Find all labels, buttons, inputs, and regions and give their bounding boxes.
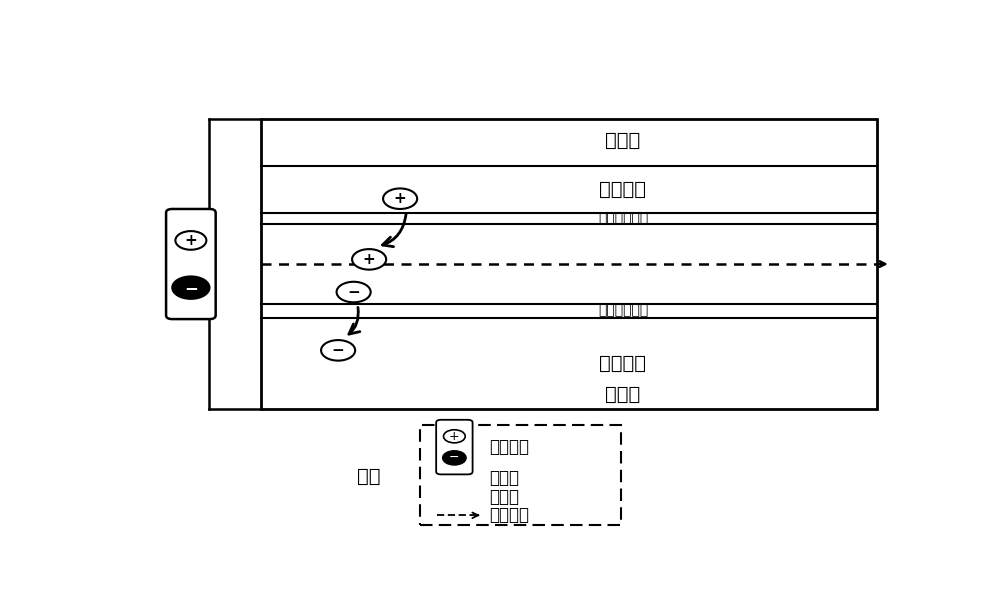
Text: 集电极: 集电极 xyxy=(605,131,641,150)
Circle shape xyxy=(172,276,209,299)
Text: 阴离子交换膜: 阴离子交换膜 xyxy=(598,304,648,318)
Text: 电极材料: 电极材料 xyxy=(599,355,646,373)
Text: 直流电源: 直流电源 xyxy=(489,438,529,456)
FancyBboxPatch shape xyxy=(166,209,216,319)
Circle shape xyxy=(175,231,206,250)
Text: −: − xyxy=(347,285,360,299)
Text: 阴离子: 阴离子 xyxy=(489,469,519,487)
FancyArrowPatch shape xyxy=(382,214,406,247)
FancyBboxPatch shape xyxy=(420,425,621,525)
Text: +: + xyxy=(449,430,460,443)
Text: +: + xyxy=(363,252,376,267)
Circle shape xyxy=(440,489,468,505)
Text: −: − xyxy=(449,471,460,485)
Circle shape xyxy=(352,249,386,270)
FancyBboxPatch shape xyxy=(436,420,473,474)
Text: +: + xyxy=(394,191,406,206)
Text: 水流方向: 水流方向 xyxy=(489,506,529,524)
Text: 图例: 图例 xyxy=(357,467,381,486)
FancyArrowPatch shape xyxy=(349,307,360,334)
Circle shape xyxy=(443,451,466,465)
Circle shape xyxy=(321,340,355,361)
Text: 集电极: 集电极 xyxy=(605,385,641,404)
Text: 电极材料: 电极材料 xyxy=(599,180,646,199)
Text: −: − xyxy=(449,451,460,464)
Text: 阴离子交换膜: 阴离子交换膜 xyxy=(598,211,648,225)
Text: +: + xyxy=(449,490,460,504)
Text: −: − xyxy=(332,343,344,358)
Bar xyxy=(261,119,877,408)
Text: +: + xyxy=(184,233,197,248)
Text: 阳离子: 阳离子 xyxy=(489,488,519,506)
Circle shape xyxy=(444,430,465,443)
Text: −: − xyxy=(184,279,198,297)
Circle shape xyxy=(440,470,468,487)
Circle shape xyxy=(383,188,417,209)
Circle shape xyxy=(337,282,371,302)
